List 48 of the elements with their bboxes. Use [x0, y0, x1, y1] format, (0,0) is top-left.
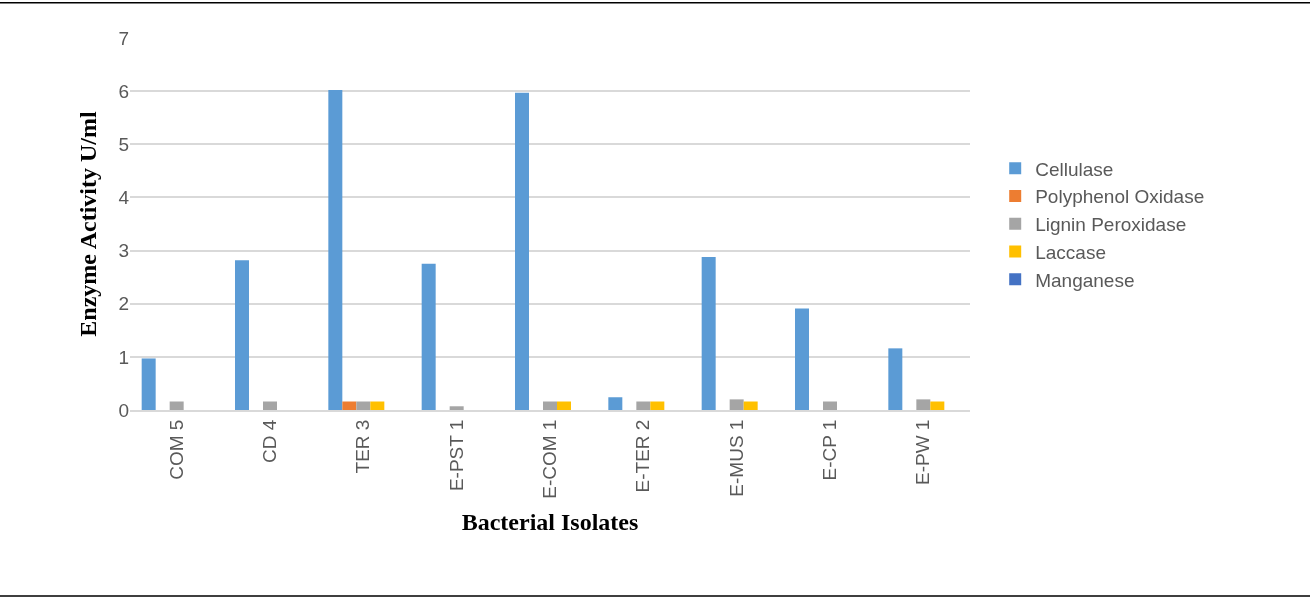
x-tick-label: E-CP 1 [819, 419, 841, 481]
bar [608, 397, 623, 410]
x-tick-label: E-PW 1 [912, 419, 934, 486]
bar [543, 401, 557, 410]
bar [449, 406, 464, 410]
y-tick-label: 1 [118, 346, 129, 368]
bar [729, 399, 744, 410]
bar [557, 401, 571, 410]
bar [650, 401, 665, 410]
bar [235, 260, 249, 410]
x-tick-label: TER 3 [352, 419, 374, 474]
legend-label: Cellulase [1035, 158, 1114, 180]
x-tick-label: E-TER 2 [632, 419, 654, 493]
legend-label: Manganese [1035, 269, 1135, 291]
bar [916, 399, 931, 410]
bar [743, 401, 758, 410]
x-axis-title: Bacterial Isolates [461, 508, 639, 535]
x-tick-label: E-COM 1 [539, 419, 561, 499]
bar [141, 358, 156, 410]
bar [701, 256, 716, 410]
bar [328, 90, 343, 410]
bar [342, 401, 357, 410]
bar [263, 401, 277, 410]
bar [795, 308, 809, 410]
x-tick-label: E-PST 1 [445, 419, 467, 492]
y-tick-label: 4 [118, 187, 130, 209]
y-axis-title: Enzyme Activity U/ml [74, 111, 101, 337]
bar [515, 92, 529, 410]
bar [930, 401, 945, 410]
x-tick-label: COM 5 [165, 419, 187, 480]
bar [421, 263, 436, 410]
y-tick-label: 6 [118, 80, 129, 102]
y-tick-label: 0 [118, 399, 129, 421]
y-tick-label: 7 [118, 27, 129, 49]
legend-label: Lignin Peroxidase [1035, 214, 1187, 236]
y-tick-label: 2 [118, 293, 129, 315]
y-tick-label: 5 [118, 133, 129, 155]
bar [823, 401, 837, 410]
bar [169, 401, 184, 410]
legend-label: Polyphenol Oxidase [1035, 186, 1205, 208]
legend-label: Laccase [1035, 241, 1106, 263]
bar [636, 401, 651, 410]
bar [356, 401, 371, 410]
bar [370, 401, 385, 410]
x-tick-label: CD 4 [259, 419, 281, 463]
y-tick-label: 3 [118, 240, 129, 262]
x-tick-label: E-MUS 1 [725, 419, 747, 497]
bar [888, 348, 903, 410]
